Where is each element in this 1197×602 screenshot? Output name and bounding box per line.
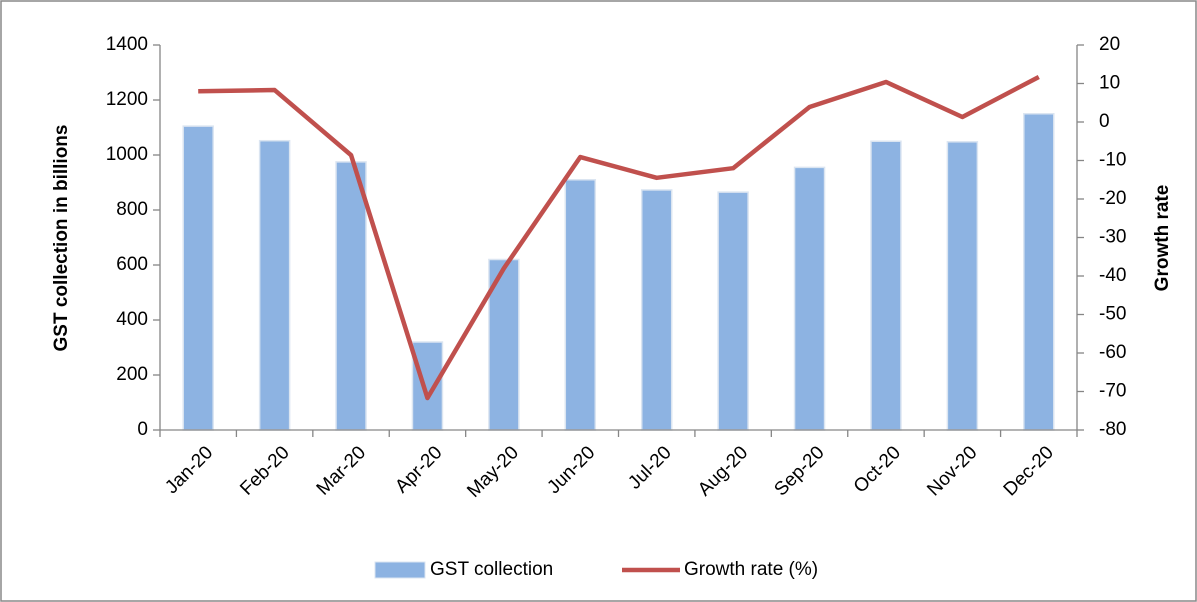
bar [717,191,749,431]
legend-swatch [374,561,426,579]
bar [946,141,979,431]
bar [640,189,673,431]
y2-tick-label: -70 [1099,381,1126,402]
y2-tick-label: -10 [1099,150,1126,171]
y2-tick-label: 10 [1099,73,1120,94]
legend-label: GST collection [430,559,553,580]
y-tick-label: 1400 [106,34,148,55]
bar [564,179,597,431]
y-tick-label: 600 [116,254,148,275]
bar [411,341,444,431]
bar [258,139,291,431]
bar [870,140,902,431]
y2-tick-label: -40 [1099,265,1126,286]
y2-tick-label: 20 [1099,34,1120,55]
line [198,74,1040,401]
y2-tick-label: -50 [1099,304,1126,325]
bar [1023,113,1055,431]
legend-label: Growth rate (%) [684,559,818,580]
y-tick-label: 1200 [106,89,148,110]
y-tick-label: 800 [116,199,148,220]
y2-axis-title: Growth rate [1152,185,1173,292]
bar [182,125,214,431]
bar [793,166,826,431]
y-tick-label: 200 [116,364,148,385]
y2-tick-label: -30 [1099,227,1126,248]
y-tick-label: 1000 [106,144,148,165]
bar [335,161,367,431]
y-axis-title: GST collection in billions [51,125,72,352]
y-tick-label: 400 [116,309,148,330]
y2-tick-label: -20 [1099,188,1126,209]
y2-tick-label: 0 [1099,111,1110,132]
y2-tick-label: -60 [1099,342,1126,363]
y-tick-label: 0 [137,419,148,440]
y2-tick-label: -80 [1099,419,1126,440]
